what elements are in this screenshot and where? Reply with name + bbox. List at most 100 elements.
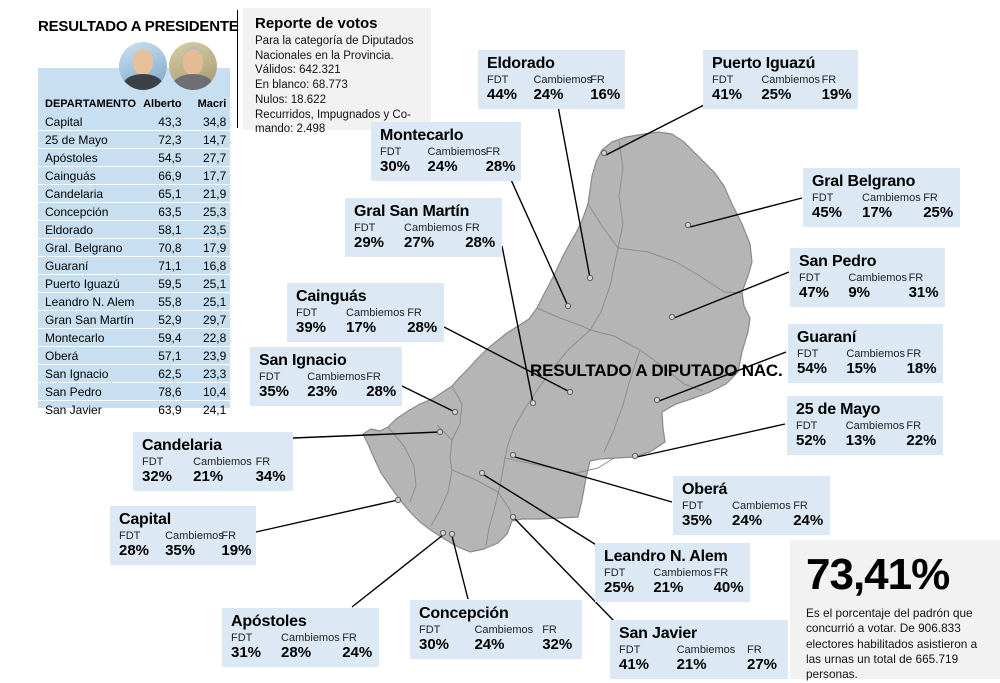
- callout-title: Montecarlo: [380, 127, 464, 144]
- fdt-value: 41%: [619, 656, 650, 673]
- fr-value: 19%: [821, 86, 852, 103]
- table-row: Eldorado 58,1 23,5: [38, 220, 236, 239]
- party-label-fdt: FDT: [604, 567, 626, 579]
- party-label-fdt: FDT: [380, 146, 402, 158]
- department-name: 25 de Mayo: [38, 130, 137, 149]
- table-row: Candelaria 65,1 21,9: [38, 184, 236, 203]
- fdt-value: 31%: [231, 644, 262, 661]
- fdt-value: 35%: [682, 512, 713, 529]
- department-name: Capital: [38, 113, 137, 131]
- macri-value: 16,8: [190, 256, 236, 275]
- fdt-value: 54%: [797, 360, 828, 377]
- cambiemos-value: 24%: [427, 158, 458, 175]
- table-row: Gral. Belgrano 70,8 17,9: [38, 238, 236, 257]
- callout-san_javier: San Javier FDT 41% Cambiemos 21% FR 27%: [610, 620, 788, 679]
- fr-value: 16%: [590, 86, 621, 103]
- table-row: Montecarlo 59,4 22,8: [38, 328, 236, 347]
- party-label-cambiemos: Cambiemos: [193, 456, 252, 468]
- callout-cainguas: Cainguás FDT 39% Cambiemos 17% FR 28%: [287, 283, 444, 342]
- president-table: DEPARTAMENTO Alberto Macri Capital 43,3 34…: [38, 68, 236, 419]
- macri-value: 21,9: [190, 184, 236, 203]
- callout-title: Puerto Iguazú: [712, 55, 816, 72]
- cambiemos-value: 15%: [846, 360, 877, 377]
- party-label-fr: FR: [793, 500, 808, 512]
- alberto-value: 59,4: [136, 328, 191, 347]
- fdt-value: 39%: [296, 319, 327, 336]
- callout-puerto_iguazu: Puerto Iguazú FDT 41% Cambiemos 25% FR 19%: [703, 50, 858, 109]
- alberto-value: 63,5: [136, 202, 191, 221]
- report-line: Válidos: 642.321: [255, 64, 341, 77]
- table-row: San Javier 63,9 24,1: [38, 400, 236, 419]
- party-label-fdt: FDT: [797, 348, 819, 360]
- department-name: San Javier: [38, 400, 137, 419]
- fdt-value: 52%: [796, 432, 827, 449]
- party-label-cambiemos: Cambiemos: [307, 371, 366, 383]
- party-label-fdt: FDT: [419, 624, 441, 636]
- callout-title: San Javier: [619, 625, 698, 642]
- table-row: Apóstoles 54,5 27,7: [38, 148, 236, 167]
- department-name: Concepción: [38, 202, 137, 221]
- alberto-value: 70,8: [136, 238, 191, 257]
- callout-title: Cainguás: [296, 288, 367, 305]
- fdt-value: 47%: [799, 284, 830, 301]
- table-row: Concepción 63,5 25,3: [38, 202, 236, 221]
- callout-apostoles: Apóstoles FDT 31% Cambiemos 28% FR 24%: [222, 608, 379, 667]
- fdt-value: 45%: [812, 204, 843, 221]
- leader-lines: [255, 103, 803, 622]
- col-departamento: DEPARTAMENTO: [45, 98, 137, 110]
- macri-value: 29,7: [190, 310, 236, 329]
- fr-value: 24%: [793, 512, 824, 529]
- alberto-value: 54,5: [136, 148, 191, 167]
- department-name: Oberá: [38, 346, 137, 365]
- department-name: Puerto Iguazú: [38, 274, 137, 293]
- cambiemos-value: 24%: [732, 512, 763, 529]
- fr-value: 19%: [221, 542, 252, 559]
- cambiemos-value: 17%: [862, 204, 893, 221]
- party-label-fr: FR: [342, 632, 357, 644]
- fr-value: 28%: [407, 319, 438, 336]
- party-label-fr: FR: [908, 272, 924, 284]
- callout-title: San Ignacio: [259, 352, 347, 369]
- fdt-value: 25%: [604, 579, 635, 596]
- party-label-fdt: FDT: [354, 222, 376, 234]
- turnout-box: 73,41% Es el porcentaje del padrón que c…: [790, 540, 1000, 681]
- table-row: Cainguás 66,9 17,7: [38, 166, 236, 185]
- vote-report-box: Reporte de votos Para la categoría de Di…: [243, 8, 431, 135]
- party-label-cambiemos: Cambiemos: [474, 624, 534, 636]
- party-label-cambiemos: Cambiemos: [845, 420, 905, 432]
- fr-value: 28%: [485, 158, 516, 175]
- party-label-cambiemos: Cambiemos: [281, 632, 340, 644]
- department-name: Cainguás: [38, 166, 137, 185]
- callout-title: Candelaria: [142, 437, 222, 454]
- department-name: Eldorado: [38, 220, 137, 239]
- fr-value: 40%: [713, 579, 744, 596]
- callout-title: Concepción: [419, 605, 509, 622]
- turnout-description: Es el porcentaje del padrón que concurri…: [806, 606, 978, 682]
- party-label-fdt: FDT: [142, 456, 164, 468]
- macri-value: 23,3: [190, 364, 236, 383]
- cambiemos-value: 24%: [474, 636, 505, 653]
- macri-value: 22,8: [190, 328, 236, 347]
- fdt-value: 30%: [380, 158, 411, 175]
- party-label-cambiemos: Cambiemos: [427, 146, 487, 158]
- party-label-cambiemos: Cambiemos: [533, 74, 593, 86]
- col-alberto: Alberto: [143, 98, 182, 110]
- party-label-fr: FR: [746, 644, 762, 656]
- party-label-fdt: FDT: [799, 272, 821, 284]
- callout-title: Apóstoles: [231, 613, 307, 630]
- table-row: Guaraní 71,1 16,8: [38, 256, 236, 275]
- col-macri: Macri: [197, 98, 227, 110]
- department-name: San Pedro: [38, 382, 137, 401]
- party-label-fr: FR: [542, 624, 557, 636]
- fdt-value: 44%: [487, 86, 518, 103]
- president-table-body: Capital 43,3 34,8 25 de Mayo 72,3 14,7 Apóstol…: [38, 113, 236, 419]
- fr-value: 18%: [906, 360, 937, 377]
- callout-guarani: Guaraní FDT 54% Cambiemos 15% FR 18%: [788, 324, 943, 383]
- callout-title: Guaraní: [797, 329, 857, 346]
- fdt-value: 35%: [259, 383, 290, 400]
- alberto-value: 57,1: [136, 346, 191, 365]
- party-label-cambiemos: Cambiemos: [732, 500, 791, 512]
- callout-title: San Pedro: [799, 253, 877, 270]
- macri-value: 34,8: [190, 113, 236, 131]
- party-label-fr: FR: [923, 192, 938, 204]
